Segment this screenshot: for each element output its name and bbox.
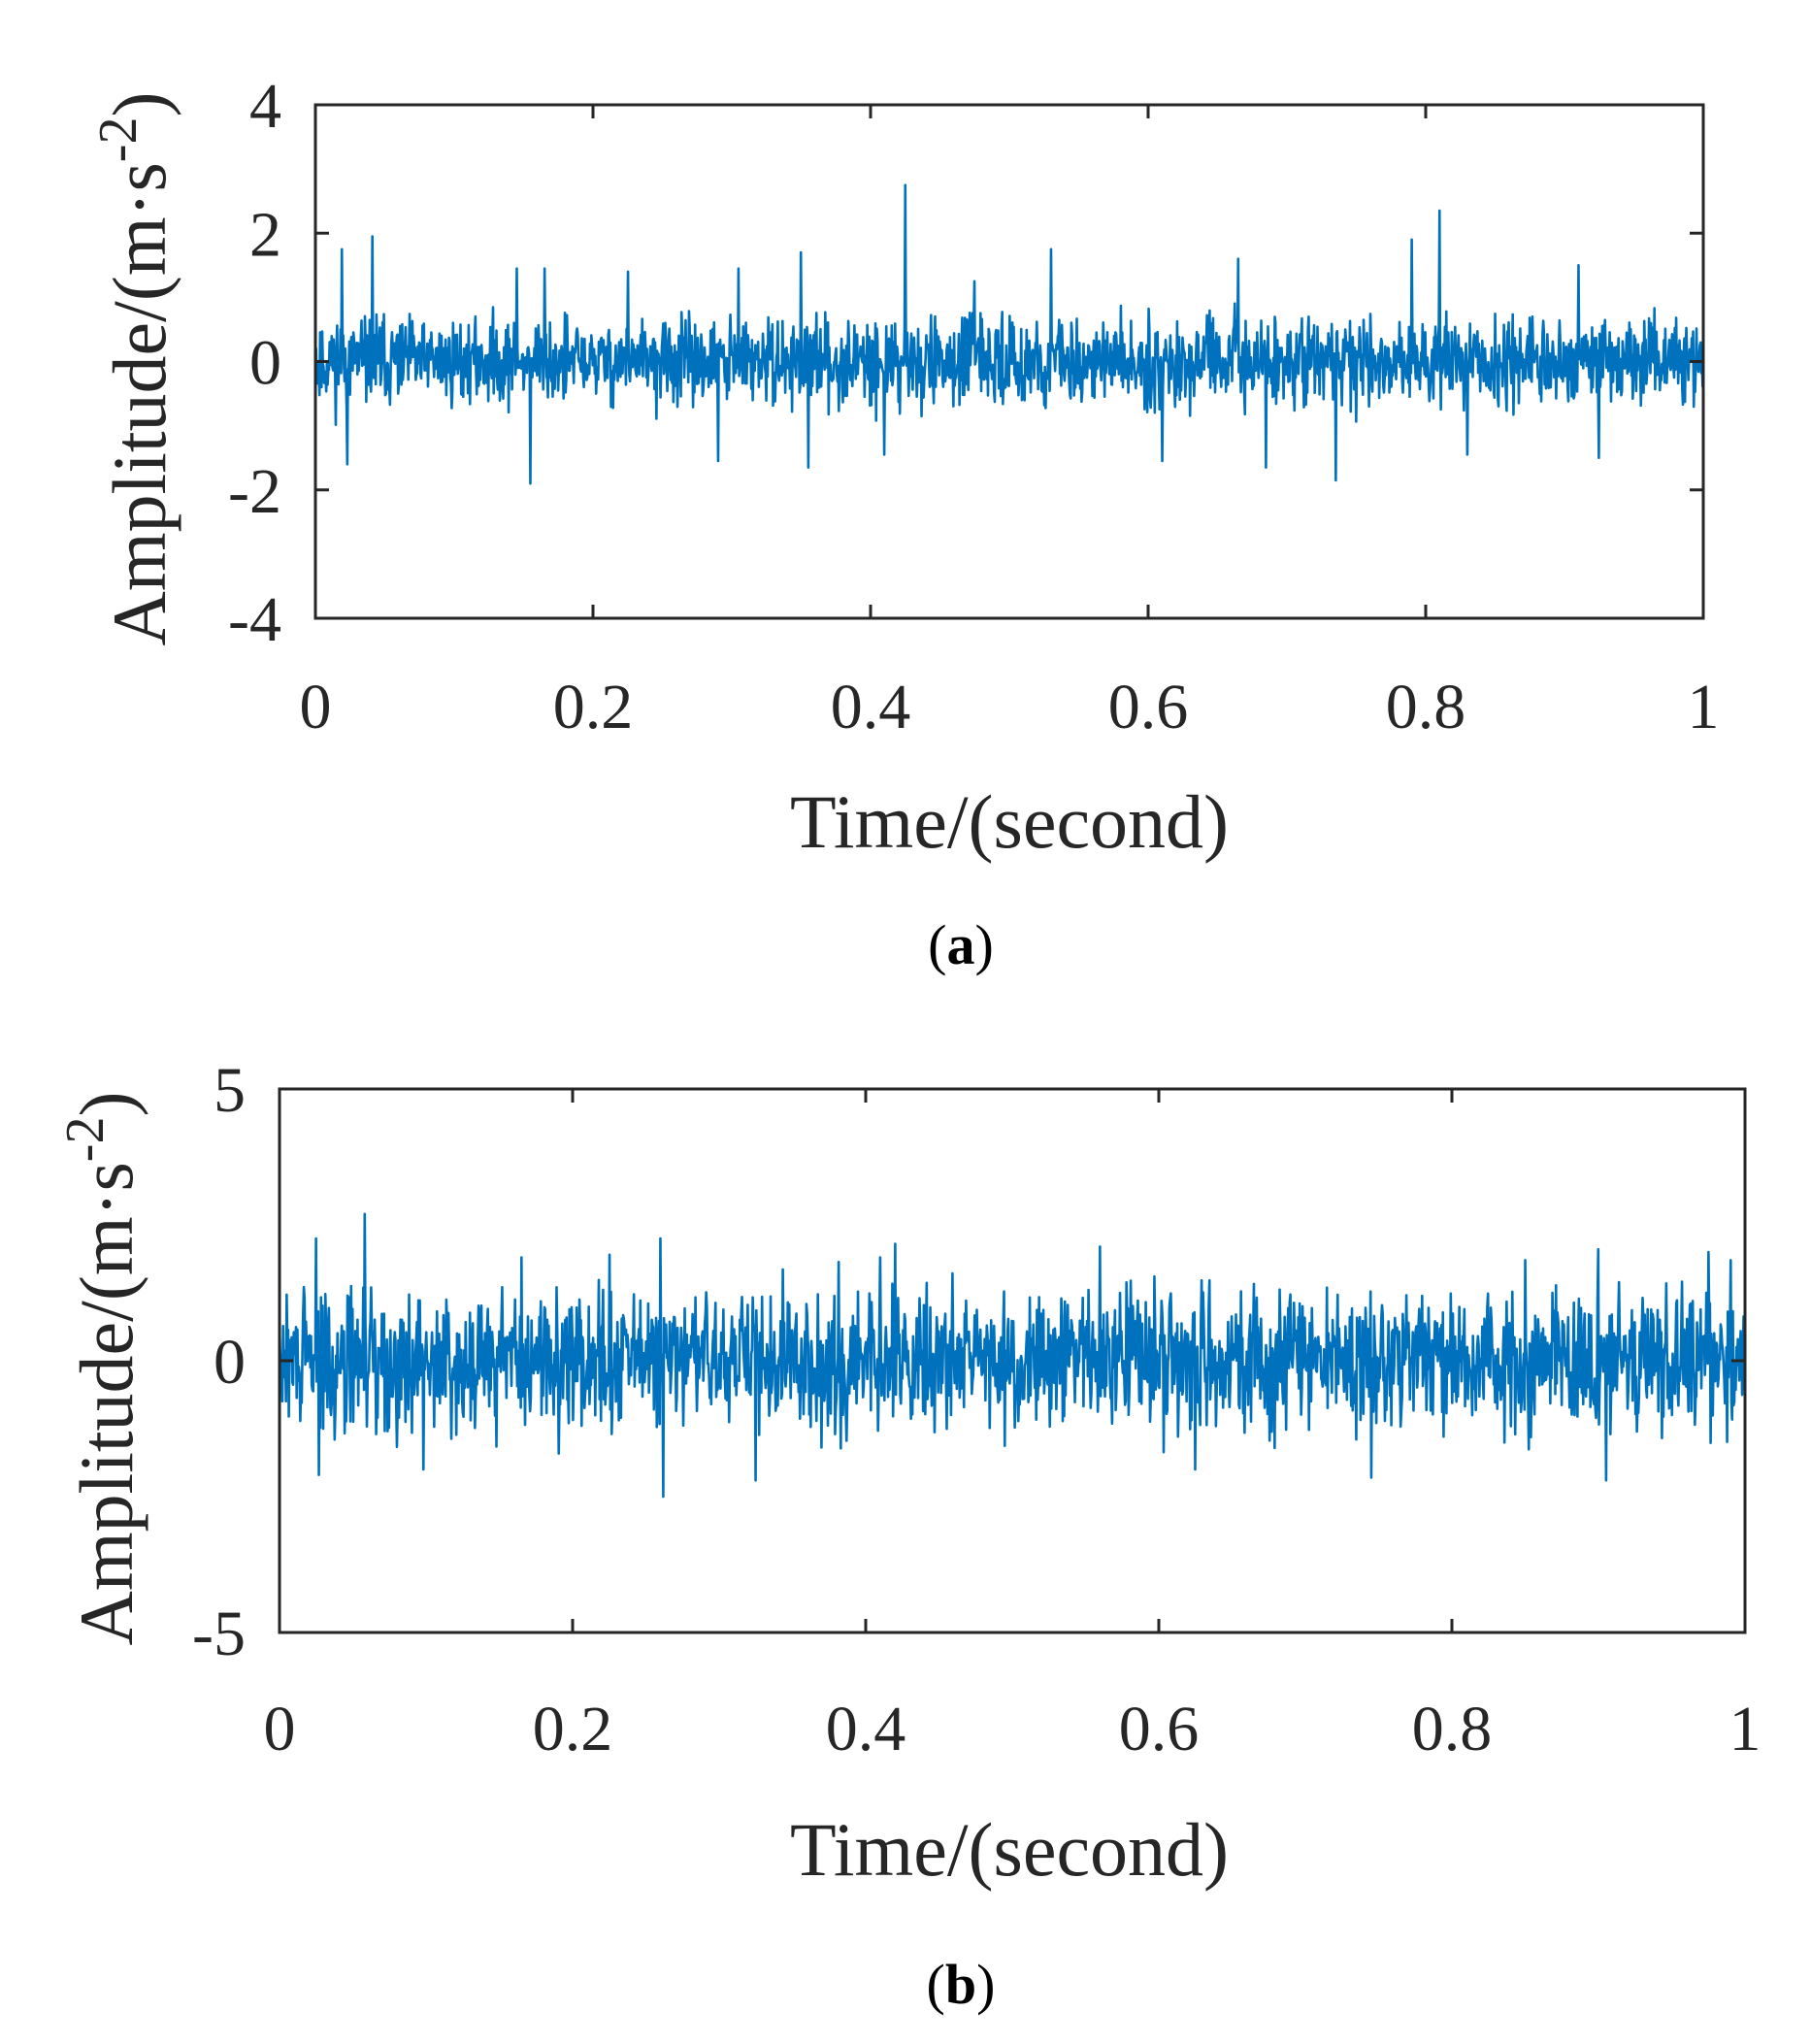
x-axis-title-b: Time/(second) — [790, 1807, 1229, 1892]
series-line-b-0 — [278, 1212, 1747, 1499]
y-axis-title-a-exp: -2 — [88, 117, 148, 163]
y-tick-label-a-3: 2 — [249, 199, 281, 270]
x-tick-label-b-1: 0.2 — [533, 1694, 613, 1764]
caption-a-open: ( — [928, 913, 946, 976]
x-tick-label-b-0: 0 — [264, 1694, 296, 1764]
x-tick-label-b-4: 0.8 — [1412, 1694, 1493, 1764]
y-tick-label-b-1: 0 — [214, 1327, 246, 1398]
x-tick-label-b-3: 0.6 — [1119, 1694, 1200, 1764]
panel-a: 0 0.2 0.4 0.6 0.8 1 -4 -2 0 2 4 Time/(second) Ampl… — [88, 71, 1720, 976]
y-axis-title-b-exp: -2 — [55, 1117, 115, 1163]
series-layer-a — [313, 183, 1705, 485]
x-tick-label-a-1: 0.2 — [553, 672, 634, 742]
axes-layer-b: 0 0.2 0.4 0.6 0.8 1 -5 0 5 — [192, 1055, 1761, 1764]
series-line-a-0 — [313, 183, 1705, 485]
x-tick-label-b-5: 1 — [1729, 1694, 1762, 1764]
y-axis-title-a-main: Amplitude/(m·s — [97, 162, 181, 645]
series-layer-b — [278, 1212, 1747, 1499]
y-tick-label-b-0: -5 — [192, 1599, 246, 1669]
caption-b-open: ( — [927, 1953, 945, 2016]
panel-b: 0 0.2 0.4 0.6 0.8 1 -5 0 5 Time/(second) Amplitu… — [55, 1055, 1762, 2016]
caption-a: (a) — [928, 913, 994, 976]
y-axis-title-b: Amplitude/(m·s-2) — [55, 1092, 148, 1646]
y-tick-label-a-1: -2 — [228, 456, 281, 527]
x-axis-title-a: Time/(second) — [790, 779, 1229, 864]
caption-a-close: ) — [975, 913, 994, 976]
x-tick-label-a-0: 0 — [300, 672, 332, 742]
y-axis-title-b-close: ) — [64, 1092, 148, 1117]
caption-b-letter: b — [945, 1953, 976, 2016]
caption-b: (b) — [927, 1953, 996, 2016]
y-axis-title-b-main: Amplitude/(m·s — [64, 1162, 148, 1645]
caption-b-close: ) — [976, 1953, 995, 2016]
x-tick-label-a-2: 0.4 — [831, 672, 911, 742]
x-tick-label-a-4: 0.8 — [1386, 672, 1466, 742]
x-tick-label-b-2: 0.4 — [826, 1694, 906, 1764]
caption-a-letter: a — [947, 913, 975, 976]
axes-layer-a: 0 0.2 0.4 0.6 0.8 1 -4 -2 0 2 4 — [228, 71, 1719, 742]
x-tick-label-a-3: 0.6 — [1108, 672, 1189, 742]
y-axis-title-a-close: ) — [97, 92, 181, 117]
y-tick-label-a-0: -4 — [228, 584, 281, 655]
x-tick-label-a-5: 1 — [1688, 672, 1720, 742]
y-axis-title-a: Amplitude/(m·s-2) — [88, 92, 181, 646]
y-tick-label-a-4: 4 — [249, 71, 281, 142]
y-tick-label-b-2: 5 — [214, 1055, 246, 1126]
y-tick-label-a-2: 0 — [249, 328, 281, 399]
